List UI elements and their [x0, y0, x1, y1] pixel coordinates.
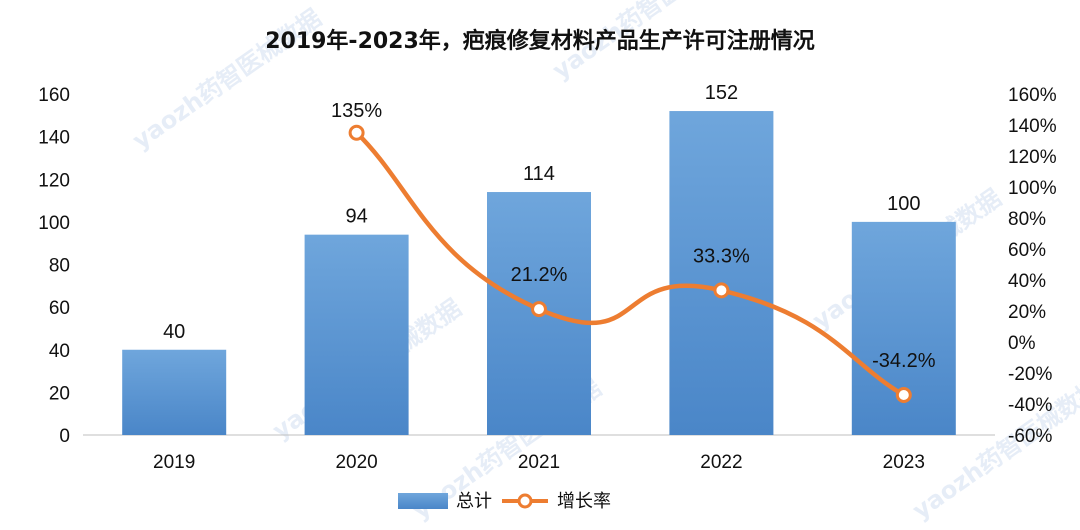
bar-value-label: 100 — [887, 193, 920, 215]
y-left-tick: 60 — [49, 298, 70, 319]
growth-line — [354, 130, 907, 398]
growth-point-2020 — [348, 124, 365, 141]
x-tick-2019: 2019 — [153, 452, 195, 473]
y-right-tick: 0% — [1008, 333, 1036, 354]
y-left-tick: 100 — [38, 213, 70, 234]
y-axis-left: 0 20 40 60 80 100 120 140 160 — [38, 85, 70, 447]
y-left-tick: 40 — [49, 341, 70, 362]
bar-value-label: 94 — [345, 206, 367, 228]
line-series — [348, 124, 912, 404]
x-tick-2023: 2023 — [883, 452, 925, 473]
y-right-tick: 100% — [1008, 178, 1057, 199]
y-left-tick: 120 — [38, 170, 70, 191]
y-right-tick: -20% — [1008, 364, 1052, 385]
growth-point-2021 — [531, 301, 547, 318]
growth-point-2022 — [713, 282, 730, 299]
y-right-tick: 140% — [1008, 116, 1057, 137]
bar-2022 — [669, 111, 774, 436]
x-tick-2021: 2021 — [518, 452, 560, 473]
growth-value-label: 21.2% — [511, 264, 568, 286]
watermark-text: yaozh药智医械数据 — [127, 4, 326, 155]
x-tick-2022: 2022 — [700, 452, 742, 473]
chart-title: 2019年-2023年，疤痕修复材料产品生产许可注册情况 — [265, 28, 815, 54]
bar-value-label: 40 — [163, 321, 185, 343]
data-labels: 40 94 114 152 100 135% 21.2% 33.3% -34.2% — [163, 82, 936, 372]
x-tick-2020: 2020 — [335, 452, 377, 473]
bar-value-label: 152 — [705, 82, 738, 104]
y-left-tick: 80 — [49, 256, 70, 277]
legend-line-marker — [517, 493, 533, 509]
growth-value-label: -34.2% — [872, 350, 936, 372]
growth-value-label: 135% — [331, 100, 382, 122]
y-right-tick: 60% — [1008, 240, 1046, 261]
legend-bar-swatch — [398, 493, 448, 509]
y-left-tick: 0 — [59, 426, 70, 447]
y-axis-right: -60% -40% -20% 0% 20% 40% 60% 80% 100% 120% 140% 16… — [1008, 85, 1057, 447]
growth-value-label: 33.3% — [693, 245, 750, 267]
legend: 总计 增长率 — [398, 491, 611, 512]
bar-2020 — [304, 234, 409, 435]
y-left-tick: 160 — [38, 85, 70, 106]
bar-2019 — [122, 349, 227, 435]
x-axis: 2019 2020 2021 2022 2023 — [153, 452, 925, 473]
legend-bar-label: 总计 — [456, 491, 492, 512]
bar-series — [122, 111, 956, 436]
growth-point-2023 — [895, 387, 912, 404]
y-right-tick: 80% — [1008, 209, 1046, 230]
y-right-tick: 120% — [1008, 147, 1057, 168]
y-right-tick: 160% — [1008, 85, 1057, 106]
bar-value-label: 114 — [523, 163, 555, 185]
y-right-tick: 20% — [1008, 302, 1046, 323]
y-right-tick: 40% — [1008, 271, 1046, 292]
y-right-tick: -40% — [1008, 395, 1052, 416]
y-left-tick: 140 — [38, 128, 70, 149]
y-right-tick: -60% — [1008, 426, 1052, 447]
legend-line-label: 增长率 — [557, 491, 611, 512]
bar-2023 — [851, 221, 956, 435]
y-left-tick: 20 — [49, 383, 70, 404]
